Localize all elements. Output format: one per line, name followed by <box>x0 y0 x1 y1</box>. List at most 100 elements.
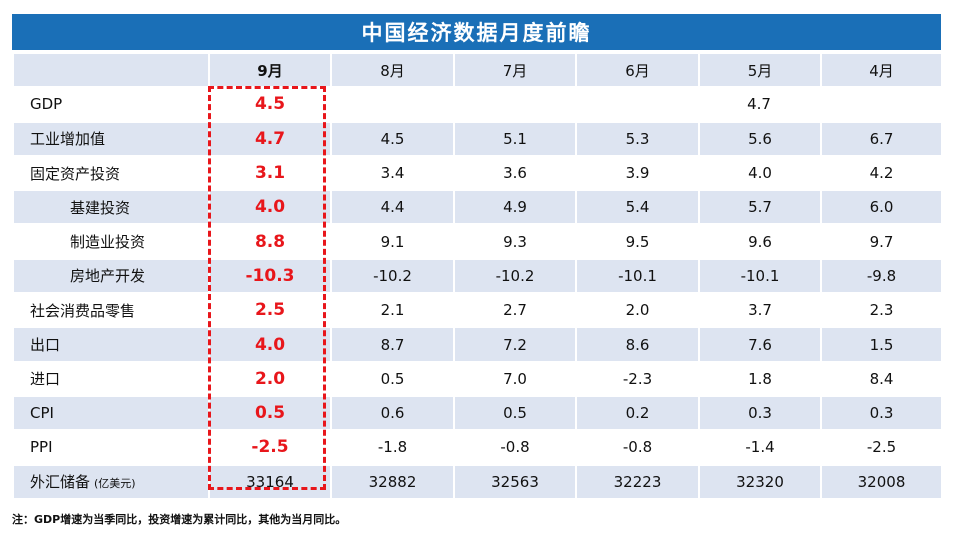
table-cell: 3.9 <box>575 154 700 192</box>
cell-gdp-q2: 4.7 <box>575 86 943 123</box>
table-cell: 1.8 <box>698 360 822 397</box>
header-col-apr: 4月 <box>820 51 943 89</box>
table-row: PPI -2.5 -1.8 -0.8 -0.8 -1.4 -2.5 <box>12 429 943 466</box>
row-label: 制造业投资 <box>12 223 210 260</box>
table-cell: 4.7 <box>208 120 332 157</box>
table-cell: -1.4 <box>698 429 822 466</box>
table-cell: 8.4 <box>820 360 943 397</box>
table-cell: 0.5 <box>330 360 455 397</box>
cell-gdp-sep: 4.5 <box>208 86 332 123</box>
table-cell: 3.1 <box>208 154 332 192</box>
footnote: 注：GDP增速为当季同比，投资增速为累计同比，其他为当月同比。 <box>12 513 347 526</box>
row-label: 外汇储备 (亿美元) <box>12 463 210 500</box>
table-cell: 4.0 <box>208 189 332 226</box>
table-cell: -0.8 <box>575 429 700 466</box>
table-cell: 7.6 <box>698 326 822 363</box>
table-cell: 9.1 <box>330 223 455 260</box>
table-cell: 7.2 <box>453 326 577 363</box>
table-cell: 5.4 <box>575 189 700 226</box>
table-cell: -10.2 <box>453 257 577 295</box>
header-col-sep: 9月 <box>208 51 332 89</box>
table-cell: 6.7 <box>820 120 943 157</box>
table-cell: 5.7 <box>698 189 822 226</box>
table-cell: 8.8 <box>208 223 332 260</box>
table-cell: 9.3 <box>453 223 577 260</box>
table-cell: 5.6 <box>698 120 822 157</box>
table-cell: 7.0 <box>453 360 577 397</box>
table-cell: 4.5 <box>330 120 455 157</box>
table-cell: 1.5 <box>820 326 943 363</box>
cell-fx-0: 33164 <box>208 463 332 500</box>
table-cell: -10.1 <box>698 257 822 295</box>
table-row: 房地产开发 -10.3 -10.2 -10.2 -10.1 -10.1 -9.8 <box>12 257 943 295</box>
table-cell: -1.8 <box>330 429 455 466</box>
cell-fx-2: 32563 <box>453 463 577 500</box>
row-label: GDP <box>12 86 210 123</box>
table-cell: 2.0 <box>208 360 332 397</box>
row-label: 基建投资 <box>12 189 210 226</box>
table-cell: 2.7 <box>453 292 577 329</box>
table-cell: -10.2 <box>330 257 455 295</box>
table-row: 基建投资 4.0 4.4 4.9 5.4 5.7 6.0 <box>12 189 943 226</box>
cell-fx-4: 32320 <box>698 463 822 500</box>
fx-unit: (亿美元) <box>94 477 136 491</box>
table-cell: 4.4 <box>330 189 455 226</box>
table-cell: 2.1 <box>330 292 455 329</box>
table-cell: 2.5 <box>208 292 332 329</box>
table-cell: 3.4 <box>330 154 455 192</box>
row-label: 工业增加值 <box>12 120 210 157</box>
table-cell: -10.3 <box>208 257 332 295</box>
table-cell: 8.7 <box>330 326 455 363</box>
table-cell: 0.6 <box>330 394 455 432</box>
row-label: 固定资产投资 <box>12 154 210 192</box>
table-cell: 5.1 <box>453 120 577 157</box>
table-row: 制造业投资 8.8 9.1 9.3 9.5 9.6 9.7 <box>12 223 943 260</box>
header-col-jul: 7月 <box>453 51 577 89</box>
table-cell: 3.7 <box>698 292 822 329</box>
table-cell: 0.3 <box>698 394 822 432</box>
row-gdp: GDP 4.5 4.7 <box>12 86 943 123</box>
table-cell: -2.5 <box>820 429 943 466</box>
table-cell: -0.8 <box>453 429 577 466</box>
table-cell: -2.3 <box>575 360 700 397</box>
header-col-aug: 8月 <box>330 51 455 89</box>
table-row: 出口 4.0 8.7 7.2 8.6 7.6 1.5 <box>12 326 943 363</box>
table-cell: 6.0 <box>820 189 943 226</box>
row-label: 出口 <box>12 326 210 363</box>
header-blank <box>12 51 210 89</box>
table-row: 进口 2.0 0.5 7.0 -2.3 1.8 8.4 <box>12 360 943 397</box>
table-row: 固定资产投资 3.1 3.4 3.6 3.9 4.0 4.2 <box>12 154 943 192</box>
cell-fx-1: 32882 <box>330 463 455 500</box>
row-label: CPI <box>12 394 210 432</box>
table-cell: 2.3 <box>820 292 943 329</box>
table-cell: 0.5 <box>453 394 577 432</box>
table-cell: 8.6 <box>575 326 700 363</box>
table-row: 社会消费品零售 2.5 2.1 2.7 2.0 3.7 2.3 <box>12 292 943 329</box>
header-col-jun: 6月 <box>575 51 700 89</box>
header-col-may: 5月 <box>698 51 822 89</box>
fx-label: 外汇储备 <box>30 473 91 492</box>
row-label: 房地产开发 <box>12 257 210 295</box>
table-cell: 4.9 <box>453 189 577 226</box>
table-cell: 0.2 <box>575 394 700 432</box>
table-row: 工业增加值 4.7 4.5 5.1 5.3 5.6 6.7 <box>12 120 943 157</box>
table-cell: 9.6 <box>698 223 822 260</box>
table-cell: -9.8 <box>820 257 943 295</box>
cell-gdp-q3-rest <box>330 86 577 123</box>
table-cell: 3.6 <box>453 154 577 192</box>
header-row: 9月 8月 7月 6月 5月 4月 <box>12 51 943 89</box>
row-fx-reserves: 外汇储备 (亿美元) 33164 32882 32563 32223 32320 … <box>12 463 943 500</box>
table-cell: 0.5 <box>208 394 332 432</box>
economic-data-table: 中国经济数据月度前瞻 9月 8月 7月 6月 5月 4月 GDP 4.5 4.7… <box>12 14 943 500</box>
row-label: 社会消费品零售 <box>12 292 210 329</box>
row-label: PPI <box>12 429 210 466</box>
table-cell: -10.1 <box>575 257 700 295</box>
table-cell: 2.0 <box>575 292 700 329</box>
table-cell: 4.0 <box>208 326 332 363</box>
table-cell: -2.5 <box>208 429 332 466</box>
table-cell: 4.0 <box>698 154 822 192</box>
table-cell: 4.2 <box>820 154 943 192</box>
table-row: CPI 0.5 0.6 0.5 0.2 0.3 0.3 <box>12 394 943 432</box>
table-cell: 5.3 <box>575 120 700 157</box>
table-cell: 0.3 <box>820 394 943 432</box>
